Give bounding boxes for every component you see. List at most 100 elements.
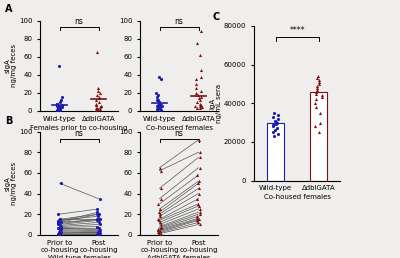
Point	[198, 89, 204, 93]
Point	[57, 108, 63, 112]
Point	[155, 231, 162, 235]
Point	[58, 103, 65, 107]
Point	[316, 82, 322, 86]
Point	[158, 103, 164, 107]
Point	[59, 95, 66, 100]
Point	[54, 102, 60, 106]
Point	[196, 204, 202, 208]
Point	[154, 95, 160, 100]
Point	[94, 50, 100, 54]
Point	[196, 98, 203, 102]
Point	[312, 124, 318, 128]
Point	[57, 229, 64, 233]
Point	[157, 229, 164, 233]
Point	[158, 224, 164, 229]
Point	[194, 173, 200, 177]
Point	[92, 103, 99, 107]
Point	[275, 113, 281, 117]
Point	[156, 75, 162, 79]
Point	[316, 78, 322, 82]
Point	[198, 95, 204, 100]
Text: ns: ns	[174, 129, 184, 138]
Point	[56, 232, 63, 236]
Point	[56, 225, 63, 230]
Point	[158, 232, 164, 236]
Point	[275, 132, 281, 136]
Point	[196, 212, 203, 216]
Point	[156, 210, 162, 214]
Point	[55, 222, 61, 227]
Point	[58, 105, 65, 109]
Point	[317, 120, 324, 125]
Point	[95, 95, 102, 100]
Point	[98, 104, 105, 109]
Point	[314, 84, 320, 88]
Point	[271, 134, 277, 138]
Point	[95, 107, 101, 111]
Point	[195, 93, 201, 97]
Point	[97, 91, 104, 95]
Point	[194, 100, 200, 104]
Point	[94, 217, 100, 221]
Point	[195, 186, 202, 190]
Point	[94, 218, 100, 222]
Point	[157, 225, 164, 230]
Point	[155, 230, 162, 234]
Point	[313, 90, 319, 94]
Point	[56, 230, 62, 234]
Point	[55, 232, 61, 236]
Point	[57, 217, 64, 221]
Point	[58, 104, 64, 109]
Point	[156, 212, 163, 216]
Point	[313, 91, 319, 95]
Point	[315, 74, 321, 78]
Point	[55, 106, 62, 110]
Point	[58, 98, 64, 102]
Point	[314, 88, 320, 93]
Point	[273, 119, 280, 124]
Point	[193, 77, 199, 82]
Text: B: B	[5, 116, 12, 126]
Point	[96, 217, 103, 221]
Point	[155, 93, 162, 97]
Point	[59, 104, 66, 109]
Point	[96, 107, 103, 111]
Point	[57, 231, 64, 235]
Point	[96, 96, 102, 100]
Point	[196, 166, 203, 170]
Point	[270, 115, 277, 119]
Point	[197, 155, 203, 159]
Text: A: A	[5, 4, 12, 14]
Point	[275, 117, 282, 121]
Point	[153, 91, 160, 95]
Point	[194, 41, 200, 45]
Point	[197, 106, 203, 110]
Point	[314, 76, 320, 80]
Point	[270, 124, 276, 128]
Point	[93, 102, 100, 106]
Point	[96, 217, 103, 221]
Point	[194, 218, 201, 222]
Point	[155, 217, 162, 221]
Text: ns: ns	[174, 17, 184, 26]
Point	[274, 126, 280, 130]
Point	[53, 104, 60, 109]
Point	[270, 123, 276, 127]
Point	[197, 104, 203, 109]
Point	[95, 225, 102, 230]
Point	[195, 181, 201, 185]
Point	[157, 207, 164, 211]
Point	[93, 224, 100, 229]
Point	[94, 106, 100, 110]
Point	[94, 210, 101, 214]
Point	[57, 181, 64, 185]
Point	[58, 224, 64, 229]
Point	[57, 223, 64, 228]
Point	[197, 103, 204, 107]
Point	[159, 103, 165, 108]
Y-axis label: sIgA
ng/mg feces: sIgA ng/mg feces	[4, 162, 18, 205]
Point	[196, 53, 203, 57]
Point	[157, 104, 164, 109]
Point	[95, 89, 102, 93]
Point	[54, 225, 61, 230]
